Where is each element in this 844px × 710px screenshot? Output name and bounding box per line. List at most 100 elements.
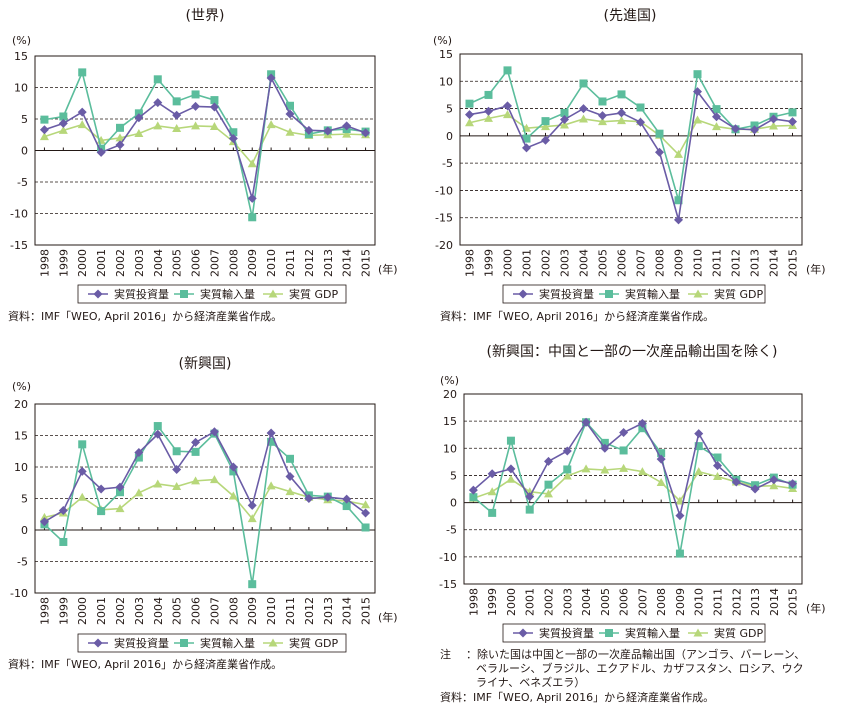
data-point xyxy=(191,90,200,99)
data-point xyxy=(248,213,257,222)
data-point xyxy=(638,424,647,433)
data-point xyxy=(323,126,333,136)
plot-frame xyxy=(459,53,803,246)
data-point xyxy=(712,122,721,131)
legend: 実質投資量 実質輸入量 実質 GDP xyxy=(502,284,766,304)
data-point xyxy=(228,134,238,144)
data-point xyxy=(563,465,572,474)
x-tick-label: 2005 xyxy=(599,588,612,616)
data-point xyxy=(285,487,295,496)
y-tick-label: 20 xyxy=(443,388,457,401)
year-suffix: (年) xyxy=(806,601,826,615)
data-point xyxy=(560,120,569,129)
data-point xyxy=(39,125,49,135)
x-tick-label: 2007 xyxy=(636,588,649,616)
legend-label-investment: 実質投資量 xyxy=(114,636,169,650)
x-tick-label: 2005 xyxy=(597,249,610,277)
data-point xyxy=(59,112,68,121)
x-tick-label: 1998 xyxy=(38,597,51,625)
unit-label: (%) xyxy=(12,34,31,47)
x-tick-label: 2002 xyxy=(114,249,127,277)
x-tick-label: 2011 xyxy=(711,249,724,277)
legend-label-investment: 実質投資量 xyxy=(539,287,594,301)
data-point xyxy=(506,464,516,474)
y-tick-label: 15 xyxy=(14,50,28,63)
x-tick-label: 2013 xyxy=(322,249,335,277)
data-point xyxy=(617,108,626,118)
x-tick-label: 2010 xyxy=(265,249,278,277)
data-point xyxy=(581,417,591,427)
data-point xyxy=(78,68,87,77)
legend: 実質投資量 実質輸入量 実質 GDP xyxy=(77,284,347,304)
data-point xyxy=(637,467,647,476)
data-point xyxy=(285,109,295,119)
series-line-investment xyxy=(44,430,367,523)
data-point xyxy=(769,114,778,124)
legend-label-imports: 実質輸入量 xyxy=(625,626,680,640)
data-point xyxy=(541,117,550,126)
data-point xyxy=(562,471,572,480)
legend-marker xyxy=(518,289,528,299)
data-point xyxy=(487,469,497,479)
x-tick-label: 2009 xyxy=(674,588,687,616)
x-tick-label: 2010 xyxy=(692,249,705,277)
legend-label-imports: 実質輸入量 xyxy=(200,636,255,650)
data-point xyxy=(116,488,124,497)
data-point xyxy=(191,121,201,130)
plot-frame xyxy=(463,393,803,585)
data-point xyxy=(342,494,352,504)
data-point xyxy=(487,487,497,496)
y-tick-label: -10 xyxy=(435,184,453,197)
data-point xyxy=(750,125,759,135)
legend-marker xyxy=(93,289,103,299)
data-point xyxy=(229,128,238,137)
x-tick-label: 2010 xyxy=(265,597,278,625)
data-point xyxy=(694,467,704,476)
y-tick-label: -10 xyxy=(10,208,28,221)
data-point xyxy=(788,108,797,117)
data-point xyxy=(788,117,797,127)
x-tick-label: 2012 xyxy=(730,588,743,616)
data-point xyxy=(115,140,125,150)
data-point xyxy=(77,492,87,501)
x-tick-label: 2002 xyxy=(540,249,553,277)
data-point xyxy=(286,101,294,110)
data-point xyxy=(134,453,143,462)
data-point xyxy=(656,477,666,486)
data-point xyxy=(97,507,106,516)
x-tick-label: 2000 xyxy=(505,588,518,616)
data-point xyxy=(361,128,371,138)
series-line-investment xyxy=(469,89,793,221)
data-point xyxy=(468,485,478,495)
x-tick-label: 1999 xyxy=(486,588,499,616)
x-tick-label: 2002 xyxy=(114,597,127,625)
legend-label-imports: 実質輸入量 xyxy=(625,287,680,301)
data-point xyxy=(469,493,478,502)
note-block: 注 ：除いた国は中国と一部の一次産品輸出国（アンゴラ、バーレーン、ベラルーシ、ブラ… xyxy=(440,647,805,704)
series-investment xyxy=(468,417,798,521)
data-point xyxy=(247,514,257,523)
x-tick-label: 1999 xyxy=(57,249,70,277)
data-point xyxy=(266,481,276,490)
x-tick-label: 2004 xyxy=(580,588,593,616)
year-suffix: (年) xyxy=(378,610,398,624)
series-investment xyxy=(465,87,797,225)
data-point xyxy=(637,418,647,428)
source-text: 資料：IMF「WEO, April 2016」から経済産業省作成。 xyxy=(440,309,714,323)
data-point xyxy=(191,101,201,111)
data-point xyxy=(503,66,512,75)
data-point xyxy=(655,147,664,157)
x-tick-label: 2001 xyxy=(521,249,534,277)
data-point xyxy=(484,90,493,99)
x-tick-label: 2011 xyxy=(712,588,725,616)
source-text: 資料：IMF「WEO, April 2016」から経済産業省作成。 xyxy=(440,690,714,704)
data-point xyxy=(153,121,163,130)
legend-marker xyxy=(518,628,528,638)
data-point xyxy=(541,122,550,131)
data-point xyxy=(525,505,534,514)
x-tick-label: 2008 xyxy=(227,597,240,625)
x-tick-label: 2006 xyxy=(190,597,203,625)
data-point xyxy=(522,134,531,143)
y-tick-label: -15 xyxy=(439,578,457,591)
